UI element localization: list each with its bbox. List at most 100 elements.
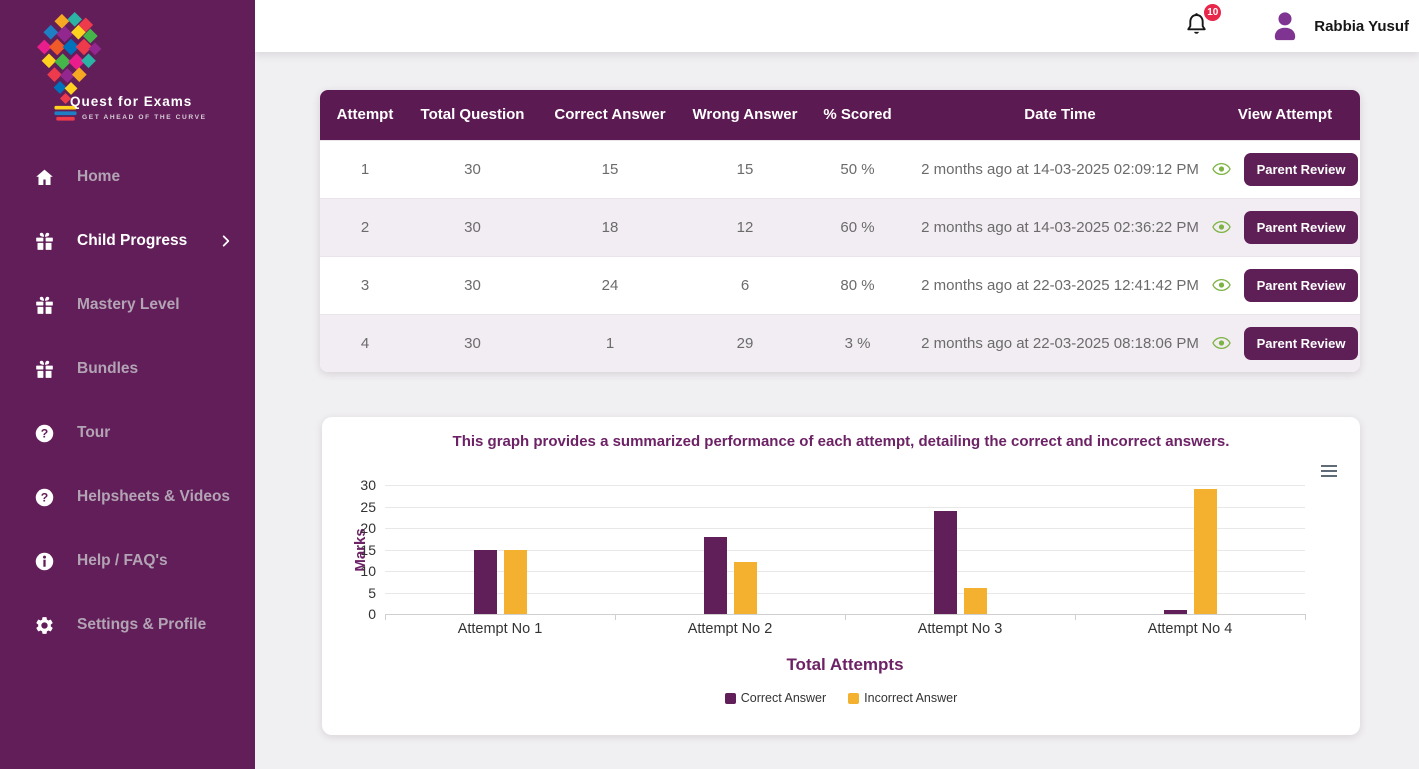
view-attempt-eye-icon[interactable] bbox=[1211, 220, 1231, 234]
legend-item-correct-answer[interactable]: Correct Answer bbox=[724, 691, 826, 705]
svg-text:?: ? bbox=[41, 426, 48, 440]
sidebar-item-label: Help / FAQ's bbox=[77, 552, 168, 569]
y-axis-tick-label: 0 bbox=[368, 606, 376, 622]
view-attempt-eye-icon[interactable] bbox=[1211, 336, 1231, 350]
app-logo[interactable]: Quest for Exams GET AHEAD OF THE CURVE bbox=[0, 0, 255, 145]
gear-icon bbox=[34, 615, 55, 636]
bar-correct-answer-attempt-3[interactable] bbox=[933, 510, 957, 614]
view-attempt-eye-icon[interactable] bbox=[1211, 162, 1231, 176]
cell-attempt: 4 bbox=[320, 313, 410, 372]
x-axis-labels: Attempt No 1 Attempt No 2 Attempt No 3 Atte… bbox=[385, 621, 1305, 637]
sidebar-item-label: Mastery Level bbox=[77, 296, 180, 313]
view-attempt-eye-icon[interactable] bbox=[1211, 278, 1231, 292]
column-header: Total Question bbox=[410, 90, 535, 140]
table-row: 4 30 1 29 3 % 2 months ago at 22-03-2025 08:1… bbox=[320, 313, 1360, 372]
x-axis-title: Total Attempts bbox=[786, 655, 904, 674]
user-name: Rabbia Yusuf bbox=[1314, 17, 1409, 35]
attempts-table-card: Attempt Total Question Correct Answer Wrong… bbox=[320, 90, 1360, 372]
question-icon: ? bbox=[34, 487, 55, 508]
legend-swatch bbox=[724, 692, 736, 704]
user-menu[interactable]: Rabbia Yusuf bbox=[1268, 9, 1409, 43]
chart-legend: Correct Answer Incorrect Answer bbox=[322, 691, 1360, 705]
parent-review-button[interactable]: Parent Review bbox=[1243, 210, 1359, 244]
gift-icon bbox=[34, 231, 55, 252]
bar-incorrect-answer-attempt-3[interactable] bbox=[963, 588, 987, 614]
legend-label: Incorrect Answer bbox=[864, 691, 958, 705]
legend-item-incorrect-answer[interactable]: Incorrect Answer bbox=[848, 691, 957, 705]
notifications-button[interactable]: 10 bbox=[1183, 2, 1223, 43]
x-axis-tick bbox=[845, 614, 846, 620]
gridline bbox=[385, 528, 1305, 529]
y-axis-tick-label: 30 bbox=[360, 477, 376, 493]
x-axis-category-label: Attempt No 4 bbox=[1147, 621, 1233, 637]
y-axis-tick-label: 10 bbox=[360, 563, 376, 579]
sidebar-item-help-faq-s[interactable]: Help / FAQ's bbox=[0, 529, 255, 593]
table-header: Attempt Total Question Correct Answer Wrong… bbox=[320, 90, 1360, 140]
sidebar-item-label: Child Progress bbox=[77, 232, 188, 249]
bar-correct-answer-attempt-2[interactable] bbox=[703, 536, 727, 614]
sidebar-item-label: Settings & Profile bbox=[77, 616, 207, 633]
column-header: Attempt bbox=[320, 90, 410, 140]
sidebar-item-child-progress[interactable]: Child Progress bbox=[0, 209, 255, 273]
cell-total-question: 30 bbox=[410, 313, 535, 372]
cell-date-time: 2 months ago at 22-03-2025 08:18:06 PM bbox=[910, 313, 1210, 372]
cell-view-attempt: Parent Review bbox=[1210, 139, 1360, 198]
cell-wrong-answer: 29 bbox=[685, 313, 805, 372]
info-icon bbox=[34, 551, 55, 572]
gridline bbox=[385, 571, 1305, 572]
cell-attempt: 1 bbox=[320, 139, 410, 198]
bar-group-1 bbox=[385, 485, 615, 614]
logo-tagline: GET AHEAD OF THE CURVE bbox=[82, 114, 207, 121]
sidebar-item-label: Bundles bbox=[77, 360, 139, 377]
cell-total-question: 30 bbox=[410, 197, 535, 256]
table-row: 2 30 18 12 60 % 2 months ago at 14-03-2025 02… bbox=[320, 197, 1360, 256]
y-axis-tick-label: 5 bbox=[368, 584, 376, 601]
cell-attempt: 2 bbox=[320, 197, 410, 256]
y-axis-tick-label: 15 bbox=[360, 541, 376, 558]
y-axis-tick-label: 25 bbox=[360, 498, 376, 515]
column-header: Correct Answer bbox=[535, 90, 685, 140]
cell-date-time: 2 months ago at 14-03-2025 02:09:12 PM bbox=[910, 139, 1210, 198]
bar-incorrect-answer-attempt-2[interactable] bbox=[733, 562, 757, 614]
chevron-right-icon bbox=[219, 234, 233, 248]
sidebar-item-settings-profile[interactable]: Settings & Profile bbox=[0, 593, 255, 657]
x-axis-tick bbox=[1305, 614, 1306, 620]
sidebar-item-home[interactable]: Home bbox=[0, 145, 255, 209]
sidebar-nav: Home Child Progress Mastery Level Bundles ? T… bbox=[0, 145, 255, 657]
cell-date-time: 2 months ago at 14-03-2025 02:36:22 PM bbox=[910, 197, 1210, 256]
legend-swatch bbox=[848, 692, 860, 704]
cell-correct-answer: 24 bbox=[535, 255, 685, 314]
chart-context-menu-button[interactable] bbox=[1318, 461, 1340, 481]
cell-wrong-answer: 12 bbox=[685, 197, 805, 256]
sidebar-item-tour[interactable]: ? Tour bbox=[0, 401, 255, 465]
cell-wrong-answer: 6 bbox=[685, 255, 805, 314]
sidebar-item-mastery-level[interactable]: Mastery Level bbox=[0, 273, 255, 337]
cell-view-attempt: Parent Review bbox=[1210, 255, 1360, 314]
cell-scored: 50 % bbox=[805, 139, 910, 198]
sidebar-item-bundles[interactable]: Bundles bbox=[0, 337, 255, 401]
bar-incorrect-answer-attempt-4[interactable] bbox=[1193, 489, 1217, 614]
parent-review-button[interactable]: Parent Review bbox=[1243, 268, 1359, 302]
cell-correct-answer: 18 bbox=[535, 197, 685, 256]
bar-correct-answer-attempt-1[interactable] bbox=[473, 549, 497, 614]
bell-icon bbox=[1187, 12, 1206, 34]
column-header: Date Time bbox=[910, 90, 1210, 140]
cell-correct-answer: 1 bbox=[535, 313, 685, 372]
bar-incorrect-answer-attempt-1[interactable] bbox=[503, 549, 527, 614]
avatar-icon bbox=[1275, 12, 1296, 41]
gridline bbox=[385, 549, 1305, 551]
x-axis-tick bbox=[385, 614, 386, 620]
sidebar-item-label: Helpsheets & Videos bbox=[77, 488, 231, 505]
bar-correct-answer-attempt-4[interactable] bbox=[1163, 609, 1187, 614]
parent-review-button[interactable]: Parent Review bbox=[1243, 326, 1359, 360]
table-row: 3 30 24 6 80 % 2 months ago at 22-03-2025 12:… bbox=[320, 255, 1360, 314]
attempts-table: Attempt Total Question Correct Answer Wrong… bbox=[320, 90, 1360, 372]
cell-view-attempt: Parent Review bbox=[1210, 197, 1360, 256]
bar-group-4 bbox=[1075, 485, 1305, 614]
parent-review-button[interactable]: Parent Review bbox=[1243, 152, 1359, 186]
column-header: View Attempt bbox=[1210, 90, 1360, 140]
notification-count-badge: 10 bbox=[1203, 2, 1223, 22]
sidebar-item-helpsheets-videos[interactable]: ? Helpsheets & Videos bbox=[0, 465, 255, 529]
cell-total-question: 30 bbox=[410, 255, 535, 314]
sidebar: Quest for Exams GET AHEAD OF THE CURVE H… bbox=[0, 0, 255, 769]
